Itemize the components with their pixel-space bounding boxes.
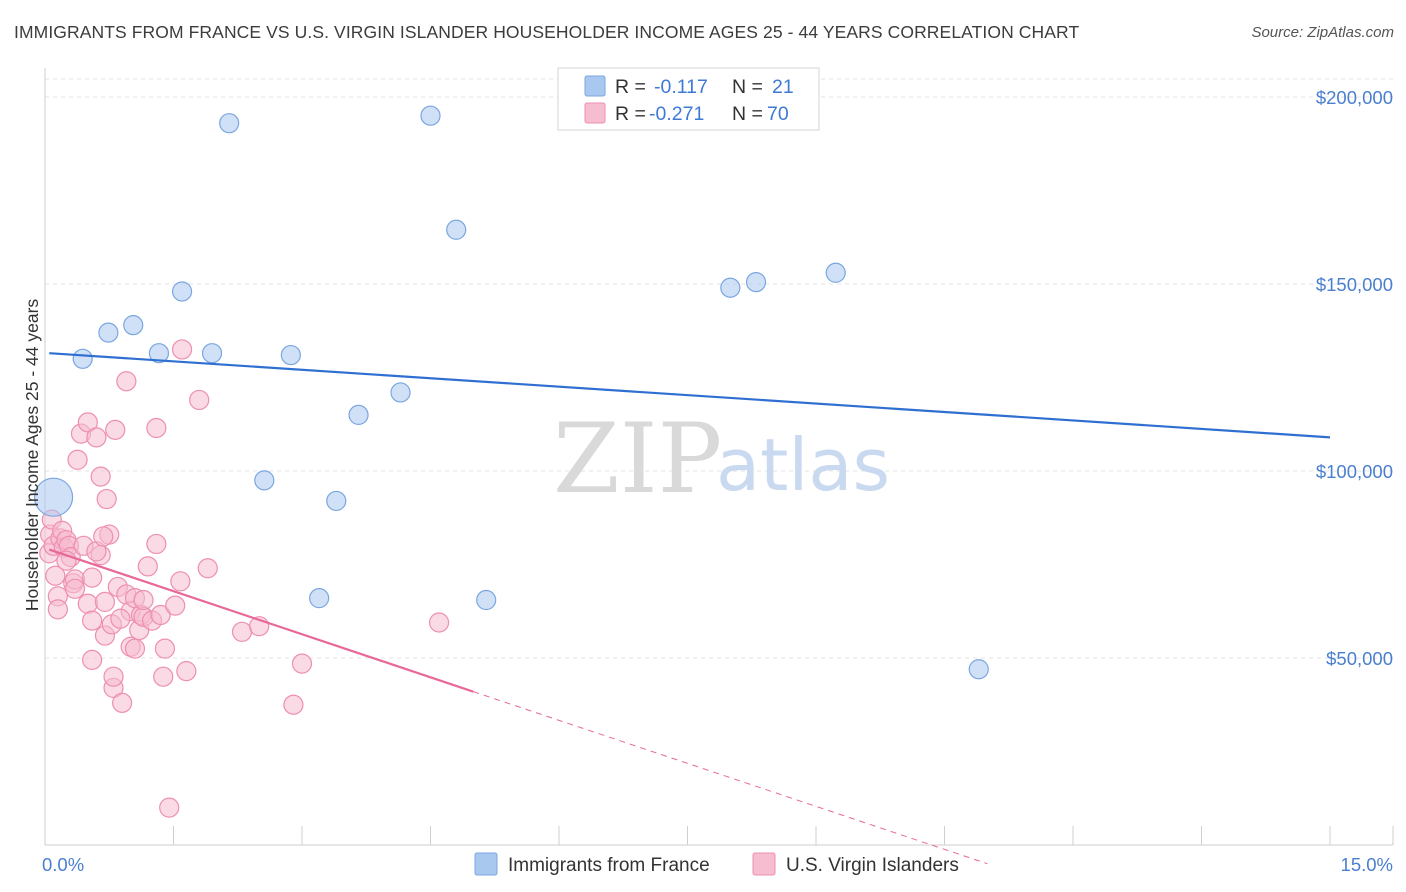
chart-title: IMMIGRANTS FROM FRANCE VS U.S. VIRGIN IS… [14, 22, 1080, 42]
series-us-virgin-islanders [39, 339, 450, 818]
legend-r-value-virgin-islanders: -0.271 [649, 103, 704, 125]
trend-lines [48, 352, 1331, 865]
france-point-1 [72, 348, 93, 369]
virgin-islander-point-23 [94, 591, 116, 613]
virgin-islander-point-60 [47, 599, 68, 620]
bottom-legend-swatch-france [474, 852, 498, 876]
x-tick-label-0: 0.0% [42, 854, 84, 875]
virgin-islander-point-69 [133, 589, 154, 611]
watermark-atlas: atlas [716, 423, 890, 507]
grid-lines [45, 78, 1393, 659]
legend-r-label-virgin-islanders: R = [615, 103, 646, 125]
virgin-islander-point-59 [428, 612, 450, 633]
france-point-12 [348, 404, 369, 425]
france-point-2 [98, 322, 119, 343]
virgin-islander-point-48 [159, 797, 180, 818]
legend-swatch-france [584, 75, 606, 97]
series-legend: Immigrants from France U.S. Virgin Islan… [474, 852, 959, 876]
france-point-18 [745, 272, 767, 293]
y-tick-label-0: $50,000 [1326, 648, 1393, 669]
y-axis-label: Householder Income Ages 25 - 44 years [22, 299, 42, 612]
virgin-islander-point-41 [137, 556, 158, 577]
france-point-4 [148, 343, 170, 364]
virgin-islander-point-62 [64, 578, 86, 599]
virgin-islander-point-49 [165, 595, 186, 616]
virgin-islander-point-18 [82, 610, 103, 631]
legend-n-value-virgin-islanders: 70 [767, 103, 789, 125]
france-trend-line [49, 352, 1331, 439]
virgin-islander-point-44 [146, 417, 167, 439]
legend-r-value-france: -0.117 [654, 76, 708, 98]
virgin-islander-point-31 [111, 692, 133, 713]
virgin-islander-point-51 [171, 339, 193, 360]
y-tick-labels: $50,000 $100,000 $150,000 $200,000 [1316, 87, 1393, 669]
series-immigrants-from-france [33, 105, 989, 680]
france-point-10 [326, 490, 347, 512]
bottom-legend-label-france: Immigrants from France [508, 855, 710, 876]
france-point-9 [280, 344, 301, 366]
france-point-0 [33, 477, 74, 517]
virgin-islander-point-29 [105, 419, 126, 440]
france-point-17 [720, 277, 741, 298]
legend-n-label-france: N = [732, 76, 763, 98]
virgin-islander-point-37 [124, 638, 146, 659]
y-tick-label-1: $100,000 [1316, 461, 1393, 482]
virgin-islander-point-57 [283, 694, 304, 715]
y-tick-label-2: $150,000 [1316, 274, 1393, 295]
virgin-islander-point-52 [176, 660, 197, 682]
legend-swatch-virgin-islanders [584, 102, 606, 124]
virgin-islander-point-58 [291, 653, 313, 674]
france-point-5 [171, 281, 193, 302]
virgin-islander-point-17 [77, 412, 98, 433]
virgin-islander-point-50 [170, 571, 191, 592]
france-point-7 [201, 343, 223, 364]
france-point-15 [446, 219, 467, 240]
france-point-20 [968, 659, 989, 680]
virgin-islander-point-19 [82, 649, 103, 670]
france-point-3 [123, 315, 144, 336]
france-point-14 [420, 105, 441, 126]
correlation-legend: R = -0.117 N = 21 R = -0.271 N = 70 [557, 67, 820, 131]
bottom-legend-label-virgin-islanders: U.S. Virgin Islanders [786, 855, 959, 876]
virgin-islander-point-25 [96, 488, 117, 510]
virgin-islander-point-46 [153, 666, 174, 687]
france-point-11 [309, 588, 330, 609]
virgin-islander-point-47 [154, 638, 176, 659]
x-tick-label-1: 15.0% [1341, 854, 1393, 875]
watermark: ZIP atlas [553, 403, 890, 515]
virgin-islander-point-4 [45, 565, 66, 586]
virgin-islander-point-16 [77, 593, 98, 614]
france-point-19 [825, 262, 846, 283]
virgin-islander-point-53 [189, 389, 210, 411]
virgin-islander-point-68 [110, 608, 131, 629]
virgin-islander-point-55 [231, 621, 253, 642]
watermark-zip: ZIP [553, 403, 722, 515]
y-tick-label-3: $200,000 [1316, 87, 1393, 108]
france-point-16 [476, 589, 497, 611]
virgin-islander-point-14 [67, 449, 88, 470]
virgin-islander-point-20 [86, 427, 107, 448]
virgin-islander-point-43 [146, 533, 167, 555]
france-point-6 [219, 113, 240, 134]
legend-n-value-france: 21 [772, 76, 794, 98]
source-label: Source: ZipAtlas.com [1251, 24, 1394, 41]
virgin-islanders-trend-line [48, 548, 474, 693]
bottom-legend-swatch-virgin-islanders [752, 852, 776, 876]
virgin-islander-point-22 [90, 466, 111, 487]
axes [44, 68, 1394, 846]
legend-r-label-france: R = [615, 76, 646, 98]
virgin-islander-point-54 [197, 558, 218, 579]
virgin-islanders-trend-extension [473, 691, 988, 865]
france-point-13 [390, 382, 411, 403]
x-tick-labels: 0.0% 15.0% [42, 854, 1393, 875]
virgin-islander-point-45 [150, 604, 171, 626]
virgin-islander-point-32 [116, 371, 137, 392]
legend-n-label-virgin-islanders: N = [732, 103, 763, 125]
virgin-islander-point-28 [103, 666, 124, 687]
virgin-islander-point-64 [82, 567, 103, 588]
virgin-islander-point-66 [93, 526, 114, 547]
france-point-8 [254, 470, 275, 491]
